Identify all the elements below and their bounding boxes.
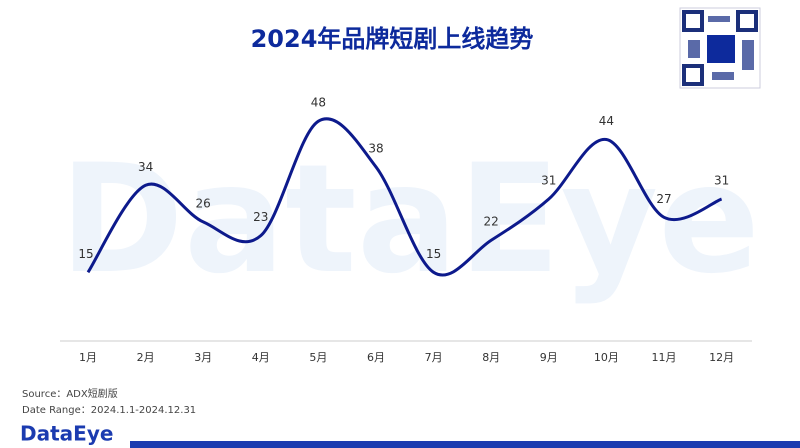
data-label: 22 bbox=[484, 215, 499, 229]
footer-bar bbox=[130, 441, 800, 448]
logo: DataEye bbox=[20, 422, 113, 446]
line bbox=[86, 117, 723, 277]
data-label: 38 bbox=[368, 141, 383, 155]
data-label: 27 bbox=[656, 192, 671, 206]
chart-title: 2024年品牌短剧上线趋势 bbox=[251, 25, 534, 53]
data-label: 48 bbox=[311, 96, 326, 110]
x-tick-label: 4月 bbox=[252, 351, 270, 364]
x-tick-label: 6月 bbox=[367, 351, 385, 364]
x-tick-label: 5月 bbox=[309, 351, 327, 364]
data-label: 34 bbox=[138, 160, 153, 174]
data-label: 23 bbox=[253, 210, 268, 224]
date-range-note: Date Range：2024.1.1-2024.12.31 bbox=[22, 405, 196, 416]
source-note: Source：ADX短剧版 bbox=[22, 387, 118, 400]
data-label: 26 bbox=[196, 196, 211, 210]
x-tick-label: 2月 bbox=[137, 351, 155, 364]
watermark: DataEye bbox=[59, 133, 760, 307]
data-label: 44 bbox=[599, 114, 614, 128]
x-tick-label: 1月 bbox=[79, 351, 97, 364]
x-tick-label: 10月 bbox=[594, 351, 619, 364]
qr-code bbox=[679, 7, 761, 89]
x-tick-label: 9月 bbox=[540, 351, 558, 364]
x-tick-label: 7月 bbox=[425, 351, 443, 364]
data-label: 15 bbox=[426, 247, 441, 261]
x-tick-label: 12月 bbox=[709, 351, 734, 364]
data-label: 15 bbox=[78, 247, 93, 261]
data-label: 31 bbox=[541, 174, 556, 188]
data-label: 31 bbox=[714, 174, 729, 188]
x-tick-label: 3月 bbox=[194, 351, 212, 364]
x-tick-label: 8月 bbox=[482, 351, 500, 364]
x-tick-label: 11月 bbox=[652, 351, 677, 364]
